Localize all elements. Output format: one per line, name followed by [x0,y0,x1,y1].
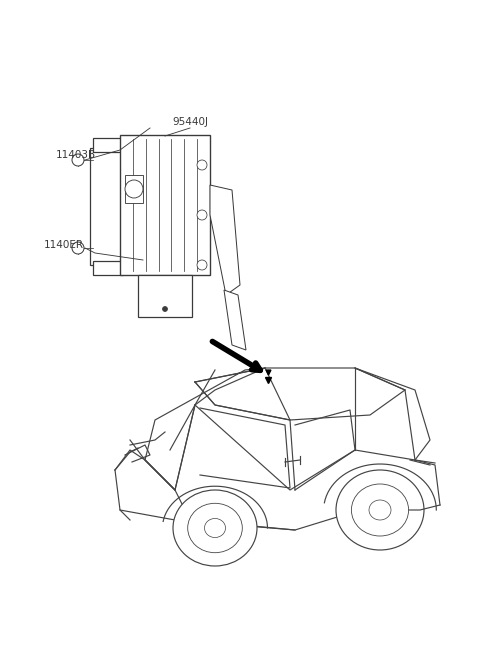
Circle shape [197,160,207,170]
Polygon shape [224,290,246,350]
Circle shape [125,180,143,198]
Bar [125,175,143,203]
Polygon shape [210,185,240,295]
Ellipse shape [336,470,424,550]
Ellipse shape [188,503,242,553]
Ellipse shape [351,484,408,536]
Text: 1140ER: 1140ER [44,240,84,250]
Circle shape [163,307,168,312]
Bar [120,135,210,275]
Ellipse shape [173,490,257,566]
Circle shape [197,260,207,270]
Bar [90,148,128,265]
Circle shape [197,210,207,220]
Bar [93,261,123,275]
Bar [138,275,192,317]
Ellipse shape [369,500,391,520]
Circle shape [72,242,84,254]
Bar [93,138,123,152]
Text: 95440J: 95440J [172,117,208,127]
Text: 11403B: 11403B [56,150,96,160]
Ellipse shape [204,519,226,538]
Circle shape [72,154,84,166]
